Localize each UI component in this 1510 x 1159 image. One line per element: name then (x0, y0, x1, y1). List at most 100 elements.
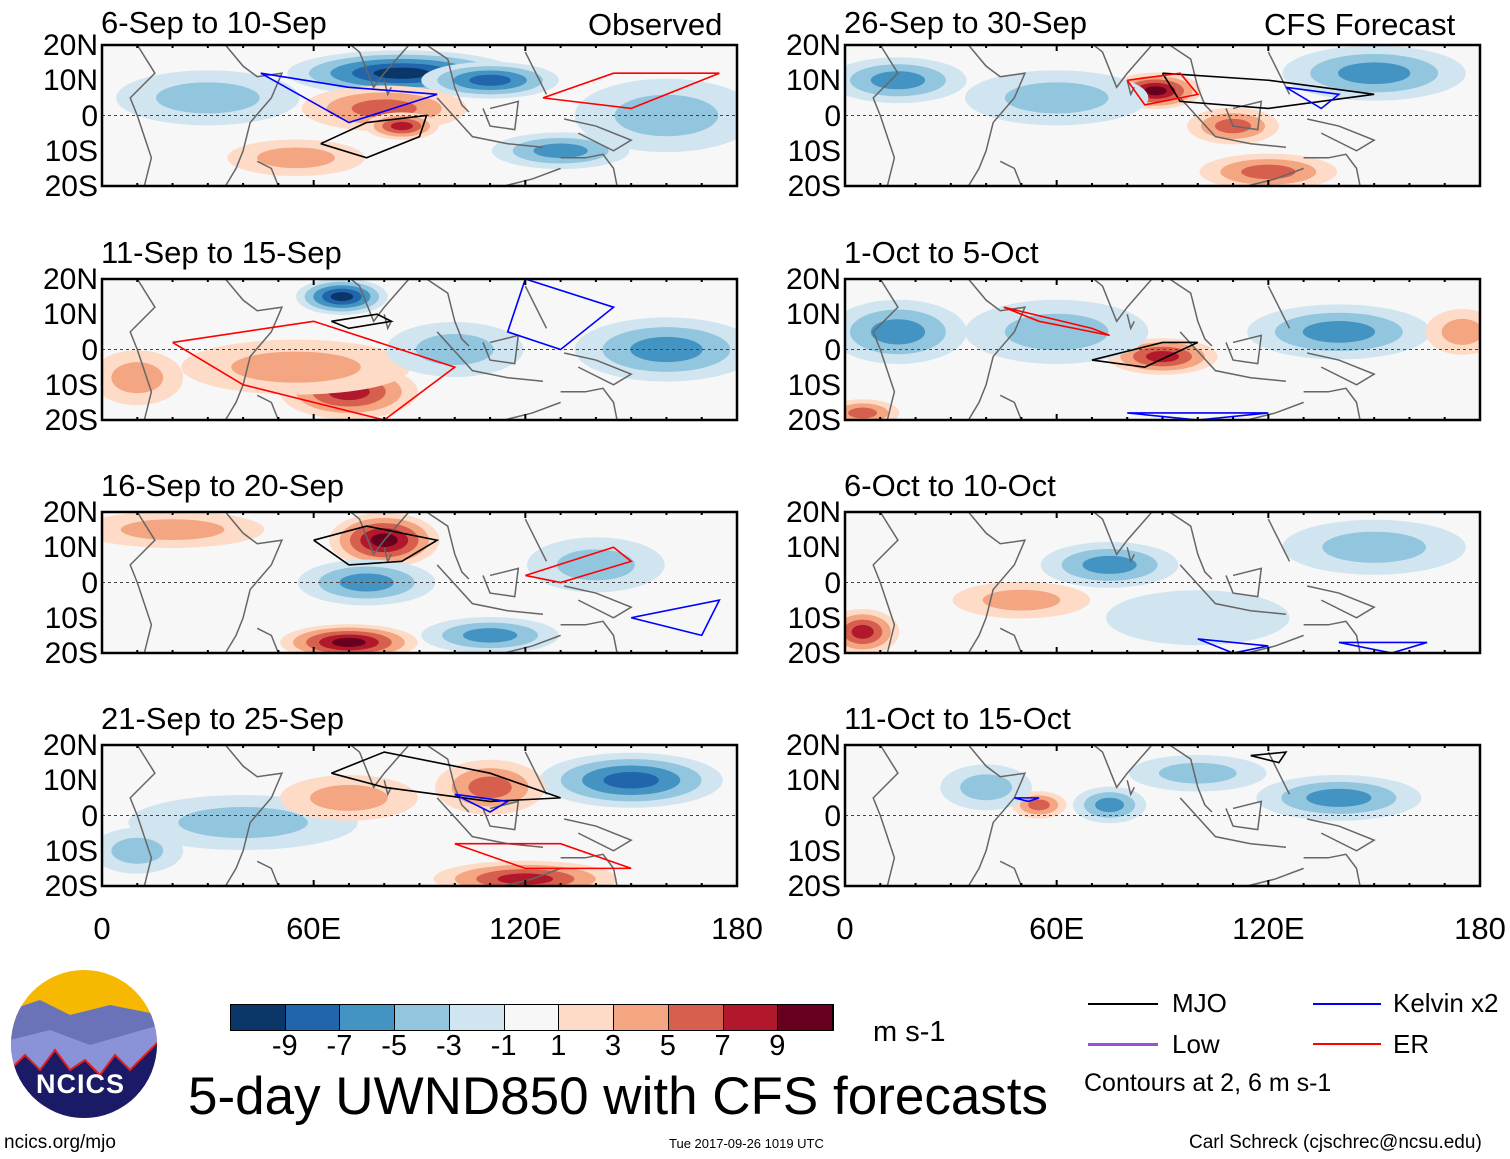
map-panel (100, 510, 739, 655)
coastline (1246, 401, 1304, 420)
colorbar-tick-label: 5 (659, 1030, 676, 1062)
coastline (482, 100, 520, 131)
lat-tick-label: 10S (787, 134, 841, 168)
anomaly-shading (533, 143, 588, 158)
observed-header: Observed (588, 7, 723, 42)
coastline (224, 512, 284, 653)
lat-tick-label: 20N (785, 729, 841, 762)
coastline (1126, 314, 1135, 331)
coastline (1179, 564, 1287, 615)
wave-contour (525, 546, 633, 584)
colorbar-swatch (285, 1005, 341, 1030)
colorbar-tick-label: 9 (769, 1030, 786, 1062)
lat-tick-label: 10N (42, 764, 98, 798)
coastline (503, 867, 561, 886)
coastline (1179, 797, 1287, 848)
coastline (999, 627, 1023, 653)
wave-contour (1126, 72, 1200, 106)
coastline (349, 45, 411, 89)
coastline (1169, 512, 1213, 580)
map-panel (843, 277, 1482, 422)
coastline (563, 118, 633, 152)
wave-contour (1014, 797, 1040, 803)
footer-author: Carl Schreck (cjschrec@ncsu.edu) (1189, 1132, 1482, 1153)
coastline (129, 745, 156, 886)
coastline (563, 818, 633, 852)
coastline (560, 153, 618, 186)
lat-tick-label: 10S (44, 834, 98, 868)
lat-tick-label: 20N (785, 263, 841, 296)
map-panel (100, 43, 739, 188)
anomaly-shading (1302, 321, 1376, 343)
legend-low: Low (1172, 1029, 1220, 1059)
coastline (999, 160, 1023, 186)
coastline (482, 334, 520, 365)
coastline (1303, 620, 1361, 653)
colorbar-tick-label: -7 (326, 1030, 353, 1062)
lat-tick-label: 0 (824, 333, 841, 367)
anomaly-shading (982, 589, 1061, 611)
coastline (872, 279, 899, 420)
coastline (349, 745, 411, 789)
anomaly-shading (330, 292, 354, 302)
coastline (1303, 853, 1361, 886)
anomaly-shading (111, 837, 164, 864)
coastline (436, 331, 544, 382)
coastline (967, 45, 1027, 186)
lat-tick-label: 20S (44, 637, 98, 670)
anomaly-shading (155, 82, 260, 114)
coastline (1169, 45, 1213, 113)
anomaly-shading (373, 67, 430, 79)
anomaly-shading (231, 351, 361, 383)
coastline (426, 745, 470, 813)
lat-tick-label: 0 (824, 99, 841, 133)
wave-contour (1127, 412, 1269, 420)
panel-title: 1-Oct to 5-Oct (844, 235, 1039, 270)
coastline (256, 394, 280, 420)
coastline (256, 627, 280, 653)
coastline (436, 797, 544, 848)
lat-tick-label: 20S (787, 404, 841, 437)
colorbar-tick-label: 3 (605, 1030, 622, 1062)
coastline (872, 45, 899, 186)
anomaly-shading (178, 807, 308, 839)
coastline (426, 279, 470, 347)
coastline (436, 97, 544, 148)
panel-title: 11-Sep to 15-Sep (101, 235, 342, 270)
lat-tick-label: 10S (44, 134, 98, 168)
coastline (524, 285, 548, 329)
lat-tick-label: 0 (824, 799, 841, 833)
units-label: m s-1 (873, 1016, 946, 1048)
lat-tick-label: 20N (42, 496, 98, 529)
anomaly-shading (257, 147, 335, 169)
lat-tick-label: 10S (44, 368, 98, 402)
coastline (224, 745, 284, 886)
colorbar-swatch (723, 1005, 779, 1030)
lat-tick-label: 10N (42, 298, 98, 332)
panel-title: 6-Oct to 10-Oct (844, 468, 1056, 503)
anomaly-shading (462, 628, 518, 643)
colorbar-tick-label: -5 (381, 1030, 408, 1062)
coastline (503, 634, 561, 653)
anomaly-shading (1082, 555, 1137, 574)
anomaly-shading (851, 624, 874, 639)
coastline (426, 512, 470, 580)
coastline (1225, 567, 1263, 598)
coastline (436, 564, 544, 615)
coastline (1267, 751, 1291, 795)
coastline (1267, 285, 1291, 329)
map-panel (843, 743, 1482, 888)
lon-tick-label: 120E (1232, 911, 1305, 946)
legend-er: ER (1393, 1029, 1430, 1059)
wave-contour (454, 842, 632, 870)
wave-contour (1161, 72, 1375, 110)
ncics-logo (11, 970, 157, 1118)
lat-tick-label: 0 (824, 566, 841, 600)
lat-tick-label: 20S (44, 404, 98, 437)
logo-text: NCICS (36, 1069, 126, 1099)
coastline (563, 585, 633, 619)
anomaly-shading (468, 776, 512, 799)
coastline (1092, 512, 1154, 556)
lon-tick-label: 180 (711, 911, 763, 946)
coastline (256, 160, 280, 186)
